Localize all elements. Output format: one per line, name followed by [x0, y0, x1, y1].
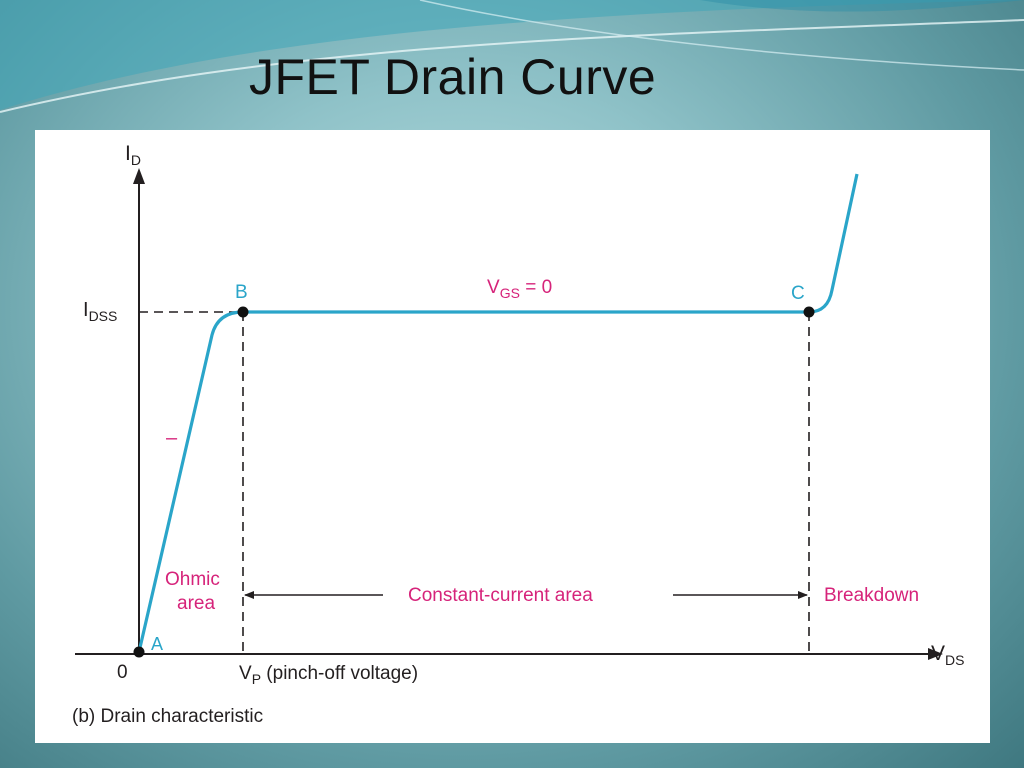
x-axis-arrow-icon [928, 648, 943, 660]
background-swoosh [0, 0, 1024, 113]
y-axis-label: ID [125, 142, 141, 168]
ohmic-area-label-line1: Ohmic [165, 569, 220, 590]
drain-characteristic-figure: ID VDS IDSS 0 A B C VGS = 0 – Ohmic area… [35, 130, 990, 743]
slide-title: JFET Drain Curve [249, 49, 657, 105]
ohmic-dash-mark: – [166, 427, 178, 449]
y-axis-arrow-icon [133, 168, 145, 184]
drain-curve-diagram: ID VDS IDSS 0 A B C VGS = 0 – Ohmic area… [72, 142, 964, 727]
idss-label: IDSS [83, 299, 117, 324]
ohmic-area-label-line2: area [177, 593, 215, 614]
point-b-dot [237, 306, 249, 318]
figure-caption: (b) Drain characteristic [72, 706, 263, 727]
point-c-label: C [791, 283, 805, 304]
vp-label: VP (pinch-off voltage) [239, 663, 418, 687]
x-axis-label: VDS [931, 642, 964, 668]
point-c-dot [803, 306, 815, 318]
drain-curve [137, 173, 859, 653]
breakdown-label: Breakdown [824, 585, 919, 606]
point-a-label: A [151, 634, 163, 654]
vgs-label: VGS = 0 [487, 277, 552, 301]
point-a-dot [133, 646, 145, 658]
origin-label: 0 [117, 662, 128, 683]
constant-current-area-label: Constant-current area [408, 585, 593, 606]
point-b-label: B [235, 282, 248, 303]
